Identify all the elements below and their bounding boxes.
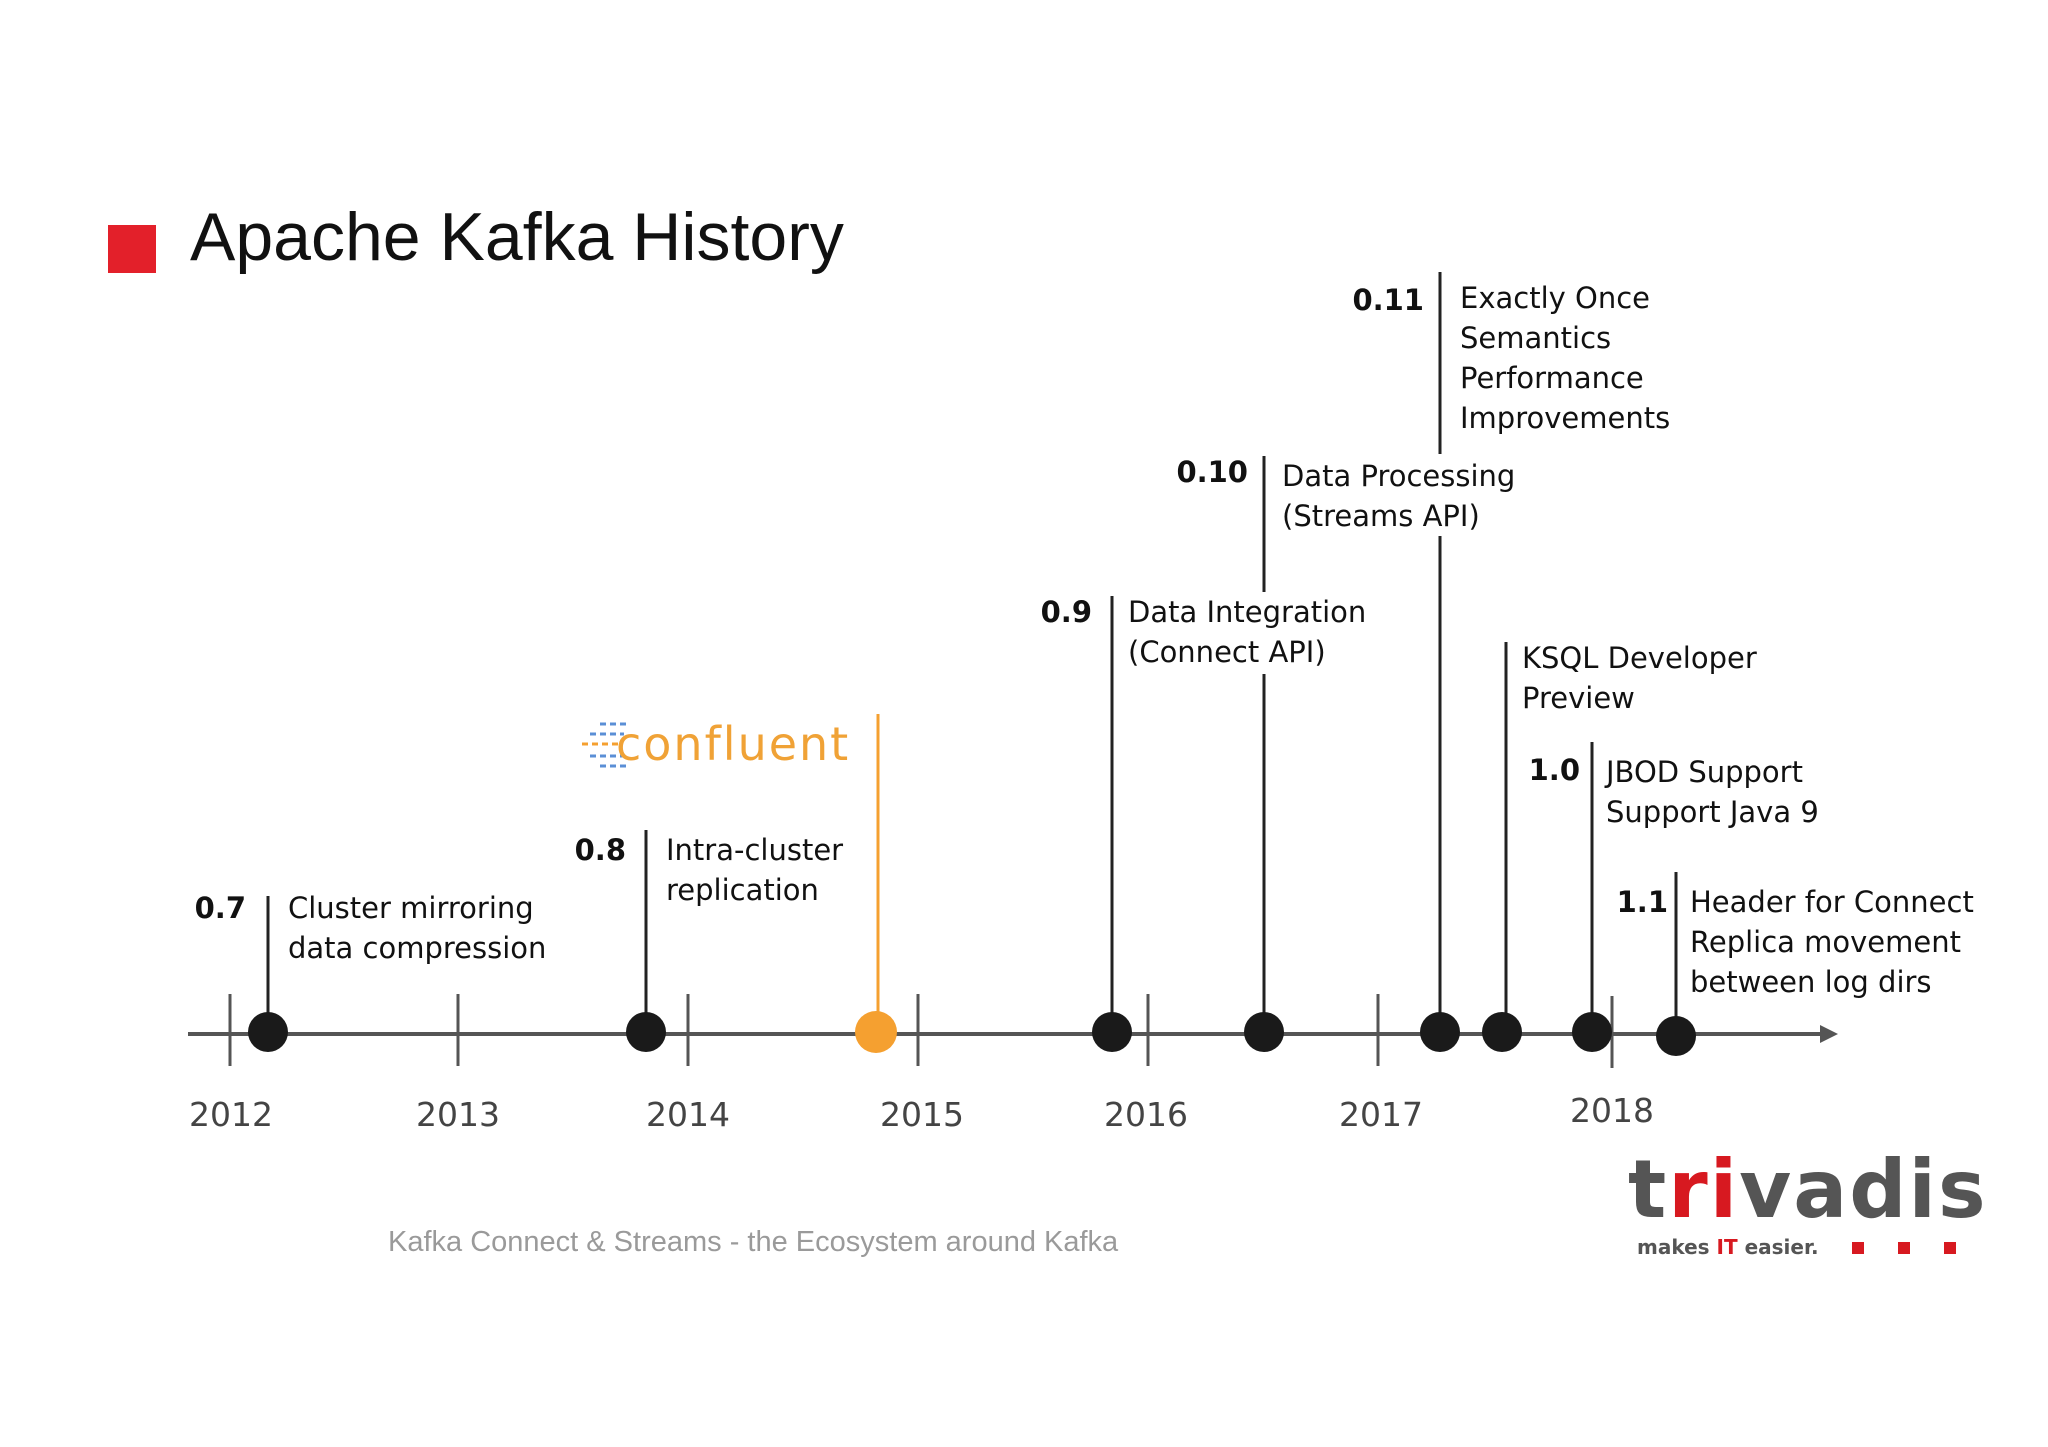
release-feature: Exactly Once [1460,281,1650,315]
year-label-2012: 2012 [189,1095,273,1134]
timeline-arrowhead [1820,1025,1838,1043]
release-feature: (Connect API) [1128,635,1326,669]
confluent-marker: confluent [582,714,897,1053]
release-ksql: KSQL Developer Preview [1482,641,1757,1052]
release-feature: Intra-cluster [666,833,843,867]
release-feature: Replica movement [1690,925,1961,959]
release-1-0: 1.0 JBOD Support Support Java 9 [1529,742,1819,1052]
release-feature: Cluster mirroring [288,891,534,925]
year-label-2017: 2017 [1339,1095,1423,1134]
year-label-2015: 2015 [880,1095,964,1134]
tagline-easier: easier. [1737,1235,1819,1259]
release-dot [1482,1012,1522,1052]
title-marker [108,225,156,273]
release-dot [1656,1016,1696,1056]
brand-name-vadis: vadis [1739,1143,1988,1236]
release-dot [1420,1012,1460,1052]
confluent-logo-icon [582,722,628,768]
release-version: 1.1 [1617,885,1668,919]
confluent-dot [855,1011,897,1053]
release-version: 0.10 [1176,455,1248,489]
release-feature: Preview [1522,681,1635,715]
release-0-10: 0.10 Data Processing (Streams API) [1176,455,1515,1052]
release-feature: replication [666,873,819,907]
release-version: 0.11 [1352,283,1424,317]
release-feature: Support Java 9 [1606,795,1819,829]
release-feature: data compression [288,931,546,965]
release-dot [1244,1012,1284,1052]
release-dot [1092,1012,1132,1052]
release-dot [1572,1012,1612,1052]
release-feature: JBOD Support [1604,755,1803,789]
release-feature: Performance [1460,361,1644,395]
year-label-2013: 2013 [416,1095,500,1134]
year-ticks [228,994,1614,1068]
release-0-9: 0.9 Data Integration (Connect API) [1041,595,1366,1052]
trivadis-tagline: makes IT easier. [1637,1235,1819,1259]
release-0-7: 0.7 Cluster mirroring data compression [195,891,546,1052]
release-feature: (Streams API) [1282,499,1480,533]
release-version: 1.0 [1529,753,1580,787]
year-label-2016: 2016 [1104,1095,1188,1134]
release-feature: KSQL Developer [1522,641,1757,675]
year-label-2014: 2014 [646,1095,730,1134]
release-dot [626,1012,666,1052]
release-feature: Semantics [1460,321,1611,355]
release-0-8: 0.8 Intra-cluster replication [575,830,843,1052]
tagline-it: IT [1716,1235,1738,1259]
year-label-2018: 2018 [1570,1091,1654,1130]
release-0-11: 0.11 Exactly Once Semantics Performance … [1352,272,1670,1052]
release-feature: Header for Connect [1690,885,1974,919]
page-title: Apache Kafka History [190,199,844,275]
brand-name-ri: ri [1668,1143,1740,1236]
release-dot [248,1012,288,1052]
footer-text: Kafka Connect & Streams - the Ecosystem … [388,1226,1119,1258]
release-1-1: 1.1 Header for Connect Replica movement … [1617,872,1974,1056]
brand-name-t: t [1628,1143,1669,1236]
release-version: 0.9 [1041,595,1092,629]
trivadis-logo-name: trivadis [1628,1150,1988,1230]
release-version: 0.7 [195,891,246,925]
trivadis-dots-icon [1852,1242,1960,1254]
confluent-logo-text: confluent [616,717,850,771]
release-feature: Data Integration [1128,595,1366,629]
release-feature: Data Processing [1282,459,1515,493]
year-labels: 2012 2013 2014 2015 2016 2017 2018 [189,1091,1654,1134]
tagline-makes: makes [1637,1235,1717,1259]
release-version: 0.8 [575,833,626,867]
release-feature: Improvements [1460,401,1670,435]
release-feature: between log dirs [1690,965,1932,999]
